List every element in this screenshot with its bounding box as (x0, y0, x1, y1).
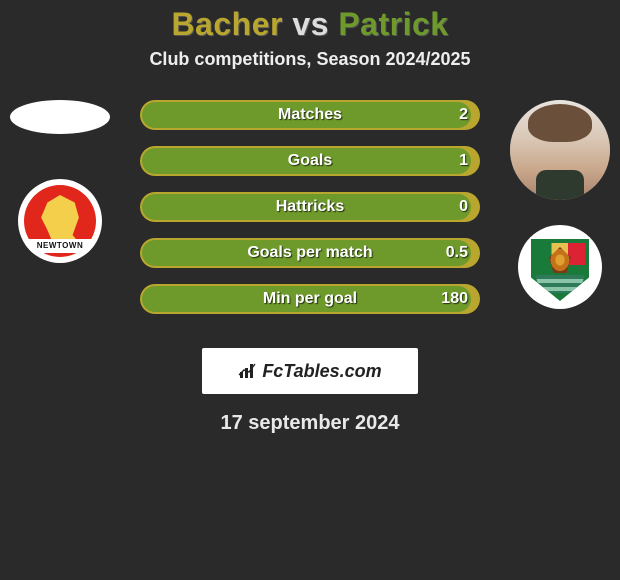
vs-text: vs (292, 6, 329, 42)
player1-avatar (10, 100, 110, 134)
stat-label: Goals per match (140, 238, 480, 268)
stat-value: 0.5 (446, 238, 468, 268)
comparison-title: Bacher vs Patrick (0, 0, 620, 49)
stat-label: Matches (140, 100, 480, 130)
player1-column: NEWTOWN (10, 100, 110, 263)
stat-row: Goals1 (140, 146, 480, 176)
stat-bars: Matches2Goals1Hattricks0Goals per match0… (140, 100, 480, 330)
stat-row: Matches2 (140, 100, 480, 130)
player1-name: Bacher (171, 6, 283, 42)
player1-club-name: NEWTOWN (25, 239, 95, 253)
fctables-logo-text: FcTables.com (262, 361, 381, 382)
stat-row: Hattricks0 (140, 192, 480, 222)
player2-club-badge (518, 225, 602, 309)
stat-row: Min per goal180 (140, 284, 480, 314)
player2-avatar (510, 100, 610, 200)
bar-chart-icon (238, 362, 258, 380)
player1-club-badge: NEWTOWN (18, 179, 102, 263)
stat-label: Hattricks (140, 192, 480, 222)
infographic-date: 17 september 2024 (0, 394, 620, 435)
stat-row: Goals per match0.5 (140, 238, 480, 268)
stat-value: 180 (441, 284, 468, 314)
stat-label: Min per goal (140, 284, 480, 314)
stat-value: 2 (459, 100, 468, 130)
fctables-logo: FcTables.com (202, 348, 418, 394)
stat-value: 1 (459, 146, 468, 176)
stat-value: 0 (459, 192, 468, 222)
stat-label: Goals (140, 146, 480, 176)
player2-name: Patrick (338, 6, 448, 42)
comparison-subtitle: Club competitions, Season 2024/2025 (0, 49, 620, 100)
rioave-shield-icon (531, 239, 589, 301)
player2-column (510, 100, 610, 309)
comparison-content: NEWTOWN Matches2 Goals1 Hattricks0 Goals pe… (0, 100, 620, 340)
